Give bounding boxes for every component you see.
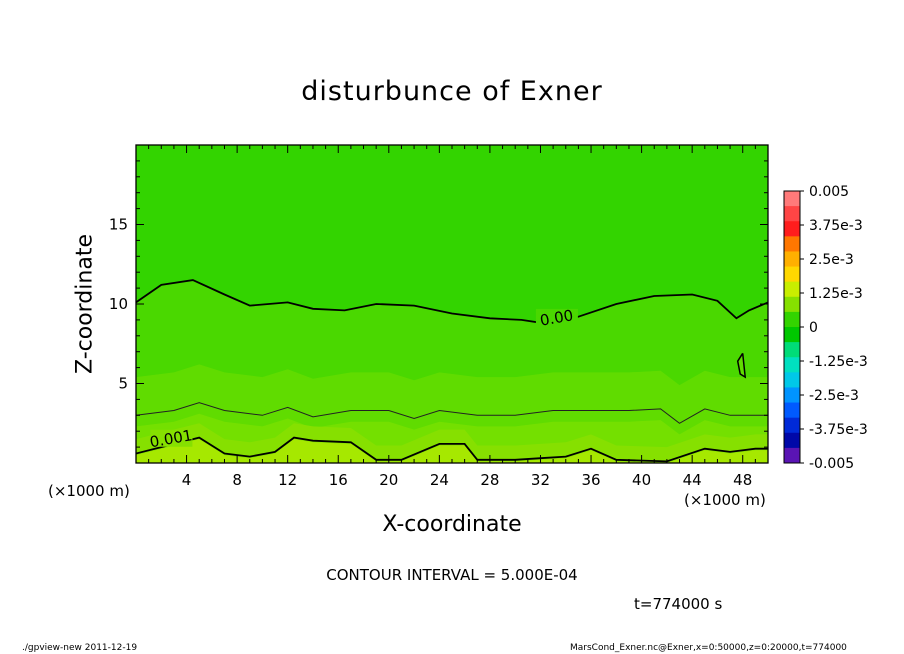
colorbar-swatch bbox=[784, 417, 800, 434]
contour-label-bg bbox=[150, 429, 193, 447]
plot-area: 0.000.001 bbox=[136, 145, 768, 463]
colorbar-swatch bbox=[784, 236, 800, 252]
x-tick-label: 36 bbox=[581, 471, 600, 489]
x-tick-label: 48 bbox=[733, 471, 752, 489]
colorbar-label: 2.5e-3 bbox=[809, 252, 854, 268]
contour-bottom bbox=[136, 436, 768, 463]
colorbar-swatch bbox=[784, 221, 800, 237]
chart-title: disturbunce of Exner bbox=[301, 76, 603, 107]
colorbar-swatch bbox=[784, 311, 800, 328]
colorbar-swatch bbox=[784, 327, 800, 343]
x-tick-label: 20 bbox=[379, 471, 398, 489]
colorbar-label: -1.25e-3 bbox=[809, 354, 868, 370]
contour-lower bbox=[136, 402, 768, 424]
x-unit-label-right: (×1000 m) bbox=[684, 491, 766, 509]
x-unit-label-left: (×1000 m) bbox=[48, 482, 130, 500]
colorbar-swatch bbox=[784, 266, 800, 283]
colorbar-swatch bbox=[784, 296, 800, 313]
y-axis-label: Z-coordinate bbox=[72, 234, 98, 374]
y-tick-label: 10 bbox=[109, 295, 128, 313]
x-tick-label: 12 bbox=[278, 471, 297, 489]
contour-label: 0.00 bbox=[539, 306, 575, 330]
x-tick-label: 40 bbox=[632, 471, 651, 489]
colorbar-swatch bbox=[784, 191, 800, 207]
contour-zero bbox=[136, 279, 768, 326]
colorbar-label: -3.75e-3 bbox=[809, 422, 868, 438]
x-tick-label: 8 bbox=[232, 471, 242, 489]
colorbar-label: 1.25e-3 bbox=[809, 286, 863, 302]
colorbar-swatch bbox=[784, 342, 800, 358]
colorbar-label: -0.005 bbox=[809, 456, 854, 472]
colorbar-swatch bbox=[784, 357, 800, 373]
time-label: t=774000 s bbox=[634, 595, 723, 613]
field: 0.000.001 bbox=[136, 145, 768, 463]
colorbar-swatch bbox=[784, 372, 800, 388]
colorbar-swatch bbox=[784, 251, 800, 268]
contour-label-bg bbox=[535, 308, 578, 326]
footer-left: ./gpview-new 2011-12-19 bbox=[22, 643, 138, 653]
colorbar-label: -2.5e-3 bbox=[809, 388, 859, 404]
field-floor bbox=[136, 439, 768, 463]
colorbar-swatch bbox=[784, 281, 800, 298]
y-tick-label: 5 bbox=[118, 375, 128, 393]
y-tick-label: 15 bbox=[109, 216, 128, 234]
colorbar-label: 0.005 bbox=[809, 184, 849, 200]
x-axis-label: X-coordinate bbox=[382, 512, 522, 537]
contour-loop bbox=[736, 352, 747, 379]
colorbar-swatch bbox=[784, 447, 800, 464]
x-tick-label: 16 bbox=[329, 471, 348, 489]
colorbar-label: 0 bbox=[809, 320, 818, 336]
colorbar-label: 3.75e-3 bbox=[809, 218, 863, 234]
x-tick-label: 28 bbox=[480, 471, 499, 489]
colorbar-swatch bbox=[784, 387, 800, 404]
colorbar-swatch bbox=[784, 432, 800, 449]
x-tick-label: 24 bbox=[430, 471, 449, 489]
x-tick-label: 44 bbox=[683, 471, 702, 489]
x-tick-label: 32 bbox=[531, 471, 550, 489]
colorbar: 0.005 3.75e-3 2.5e-3 1.25e-3 0 -1.25e-3 -2.5e-… bbox=[783, 184, 868, 472]
contour-interval-note: CONTOUR INTERVAL = 5.000E-04 bbox=[326, 566, 578, 584]
footer-right: MarsCond_Exner.nc@Exner,x=0:50000,z=0:20… bbox=[570, 643, 847, 653]
colorbar-swatch bbox=[784, 402, 800, 419]
colorbar-swatch bbox=[784, 206, 800, 222]
x-tick-label: 4 bbox=[182, 471, 192, 489]
